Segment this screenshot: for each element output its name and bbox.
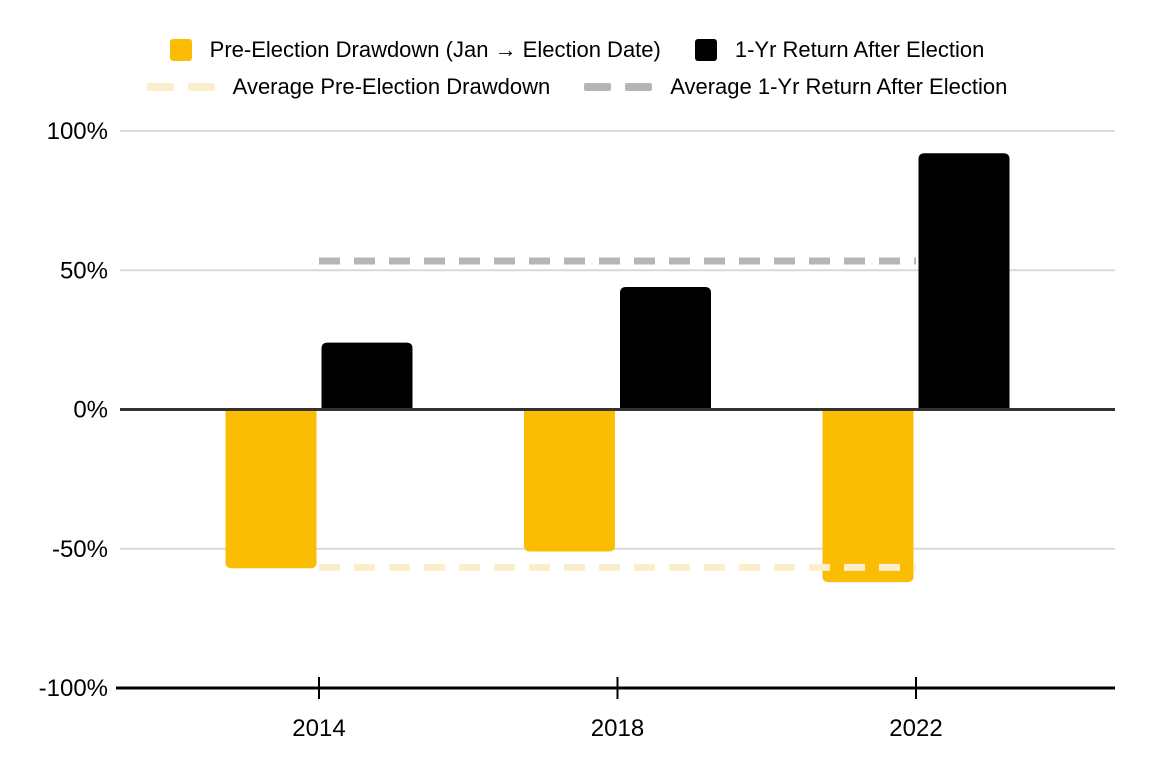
x-label-2022: 2022 (889, 715, 942, 742)
legend-label-pre-election-drawdown: Pre-Election Drawdown (Jan → Election Da… (209, 37, 661, 62)
legend-row-1: Pre-Election Drawdown (Jan → Election Da… (169, 37, 985, 63)
y-tick-label--100: -100% (39, 675, 108, 702)
average-drawdown-dashes-icon (146, 83, 215, 91)
bar-drawdown-2014 (225, 409, 317, 569)
chart-legend: Pre-Election Drawdown (Jan → Election Da… (0, 37, 1154, 100)
legend-label-average-drawdown: Average Pre-Election Drawdown (232, 74, 551, 99)
y-tick-label-50: 50% (60, 257, 108, 284)
average-return-dashes-icon (584, 83, 653, 91)
x-label-2018: 2018 (591, 715, 644, 742)
bar-return-2018 (620, 286, 711, 410)
y-tick-label--50: -50% (52, 536, 108, 563)
bar-drawdown-2018 (524, 409, 615, 552)
return-series-swatch-icon (694, 39, 717, 61)
y-tick-label-0: 0% (73, 397, 108, 424)
legend-item-average-return: Average 1-Yr Return After Election (584, 74, 1007, 100)
drawdown-series-swatch-icon (169, 39, 192, 61)
legend-item-1yr-return: 1-Yr Return After Election (694, 37, 985, 63)
legend-item-pre-election-drawdown: Pre-Election Drawdown (Jan → Election Da… (169, 37, 661, 63)
y-tick-label-100: 100% (47, 118, 108, 145)
legend-label-1yr-return: 1-Yr Return After Election (734, 37, 985, 62)
x-label-2014: 2014 (292, 715, 345, 742)
bar-drawdown-2022 (822, 409, 914, 583)
legend-label-average-return: Average 1-Yr Return After Election (670, 74, 1008, 99)
legend-item-average-drawdown: Average Pre-Election Drawdown (146, 74, 551, 100)
legend-row-2: Average Pre-Election Drawdown Average 1-… (146, 74, 1007, 100)
bar-return-2022 (918, 153, 1010, 410)
bar-return-2014 (321, 342, 413, 410)
